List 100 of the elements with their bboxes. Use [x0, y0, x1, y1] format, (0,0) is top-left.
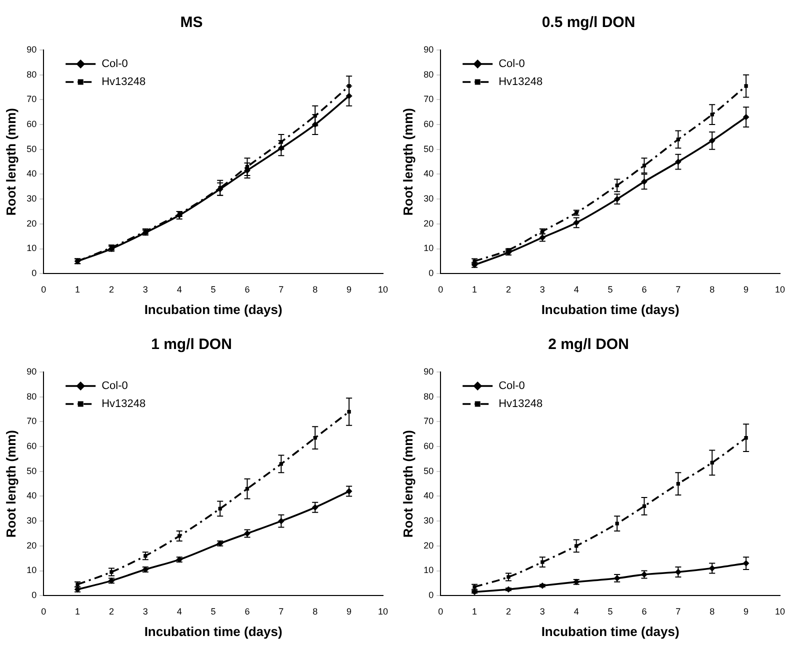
y-tick-label: 40 — [424, 168, 434, 179]
y-tick-label: 0 — [428, 268, 434, 278]
y-tick-label: 40 — [424, 490, 434, 501]
y-tick-label: 20 — [424, 540, 434, 550]
y-tick-label: 10 — [26, 243, 37, 254]
x-tick-label: 4 — [574, 284, 579, 294]
legend-label: Col-0 — [498, 380, 525, 392]
x-tick-label: 4 — [574, 606, 579, 616]
x-axis-title: Incubation time (days) — [541, 302, 680, 317]
y-tick-label: 40 — [26, 168, 37, 179]
x-tick-label: 7 — [278, 284, 284, 294]
y-tick-label: 0 — [32, 268, 37, 278]
x-tick-label: 1 — [75, 606, 80, 616]
y-tick-label: 80 — [424, 391, 434, 402]
x-tick-label: 4 — [176, 284, 182, 294]
legend-label: Hv13248 — [498, 398, 543, 410]
y-tick-label: 50 — [26, 144, 37, 154]
x-tick-label: 3 — [142, 606, 148, 616]
y-tick-label: 30 — [26, 194, 37, 204]
x-tick-label: 8 — [312, 284, 318, 294]
y-tick-label: 60 — [424, 441, 434, 452]
y-axis-title: Root length (mm) — [3, 108, 18, 216]
x-tick-label: 1 — [472, 284, 478, 294]
y-tick-label: 80 — [26, 391, 37, 402]
x-tick-label: 6 — [642, 284, 647, 294]
y-tick-label: 80 — [424, 69, 434, 80]
x-axis-title: Incubation time (days) — [144, 624, 282, 639]
x-tick-label: 2 — [506, 284, 511, 294]
x-tick-label: 7 — [676, 284, 681, 294]
chart-title: MS — [180, 14, 203, 32]
x-tick-label: 4 — [176, 606, 182, 616]
x-tick-label: 10 — [378, 284, 388, 294]
x-tick-label: 0 — [41, 606, 46, 616]
y-axis-title: Root length (mm) — [3, 430, 18, 538]
y-tick-label: 90 — [424, 44, 434, 54]
x-tick-label: 2 — [506, 606, 511, 616]
y-tick-label: 0 — [32, 590, 37, 600]
x-tick-label: 10 — [774, 606, 786, 616]
y-tick-label: 30 — [424, 194, 434, 204]
y-tick-label: 90 — [26, 366, 37, 376]
y-tick-label: 20 — [424, 218, 434, 228]
y-tick-label: 90 — [424, 366, 434, 376]
x-tick-label: 2 — [108, 284, 114, 294]
y-tick-label: 60 — [424, 119, 434, 130]
legend-label: Col-0 — [498, 58, 525, 70]
chart-title: 2 mg/l DON — [548, 336, 629, 354]
x-tick-label: 6 — [642, 606, 647, 616]
y-tick-label: 10 — [424, 243, 434, 254]
x-tick-label: 5 — [608, 606, 613, 616]
chart-title: 0.5 mg/l DON — [542, 14, 636, 32]
x-axis-title: Incubation time (days) — [144, 302, 282, 317]
chart-title: 1 mg/l DON — [151, 336, 232, 354]
x-tick-label: 3 — [540, 606, 545, 616]
x-tick-label: 9 — [744, 284, 749, 294]
x-tick-label: 6 — [244, 606, 250, 616]
x-tick-label: 2 — [108, 606, 114, 616]
x-tick-label: 9 — [346, 606, 352, 616]
x-tick-label: 3 — [142, 284, 148, 294]
y-axis-title: Root length (mm) — [400, 430, 416, 538]
x-tick-label: 5 — [608, 284, 613, 294]
x-axis-title: Incubation time (days) — [541, 624, 680, 639]
y-tick-label: 80 — [26, 69, 37, 80]
legend-label: Hv13248 — [102, 398, 146, 410]
legend-label: Col-0 — [102, 58, 128, 70]
y-tick-label: 10 — [424, 565, 434, 576]
y-tick-label: 70 — [26, 94, 37, 104]
legend-label: Hv13248 — [498, 76, 543, 88]
y-tick-label: 10 — [26, 565, 37, 576]
legend-label: Hv13248 — [102, 76, 146, 88]
y-tick-label: 40 — [26, 490, 37, 501]
y-tick-label: 30 — [26, 516, 37, 526]
y-tick-label: 60 — [26, 441, 37, 452]
x-tick-label: 5 — [210, 284, 216, 294]
x-tick-label: 10 — [378, 606, 388, 616]
x-tick-label: 6 — [244, 284, 250, 294]
x-tick-label: 5 — [210, 606, 216, 616]
y-tick-label: 20 — [26, 218, 37, 228]
y-tick-label: 60 — [26, 119, 37, 130]
x-tick-label: 0 — [438, 606, 444, 616]
x-tick-label: 9 — [744, 606, 749, 616]
y-axis-title: Root length (mm) — [400, 108, 416, 216]
y-tick-label: 50 — [26, 466, 37, 476]
x-tick-label: 1 — [75, 284, 80, 294]
y-tick-label: 30 — [424, 516, 434, 526]
y-tick-label: 20 — [26, 540, 37, 550]
x-tick-label: 8 — [710, 606, 715, 616]
y-tick-label: 70 — [424, 416, 434, 426]
x-tick-label: 10 — [774, 284, 786, 294]
x-tick-label: 1 — [472, 606, 478, 616]
x-tick-label: 8 — [710, 284, 715, 294]
x-tick-label: 9 — [346, 284, 352, 294]
x-tick-label: 3 — [540, 284, 545, 294]
y-tick-label: 0 — [428, 590, 434, 600]
x-tick-label: 0 — [41, 284, 46, 294]
y-tick-label: 70 — [424, 94, 434, 104]
x-tick-label: 7 — [676, 606, 681, 616]
legend-label: Col-0 — [102, 380, 128, 392]
y-tick-label: 50 — [424, 466, 434, 476]
x-tick-label: 8 — [312, 606, 318, 616]
y-tick-label: 90 — [26, 44, 37, 54]
